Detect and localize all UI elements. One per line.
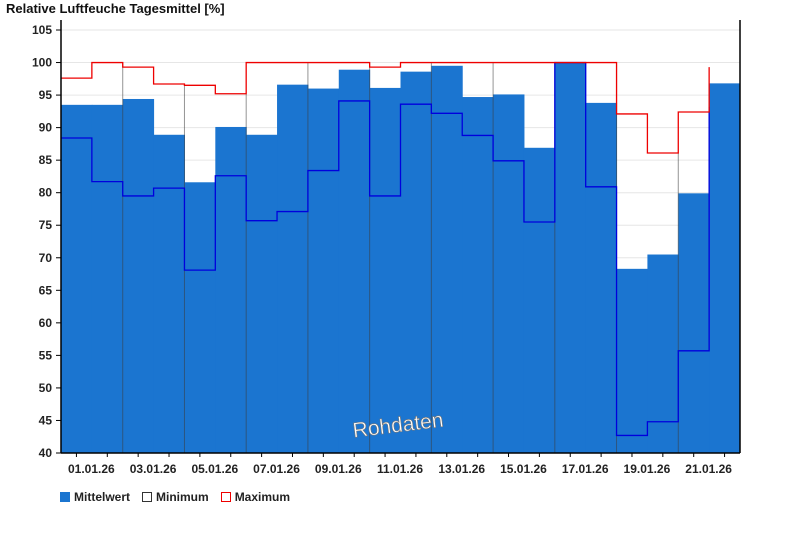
bar-mittelwert [307, 88, 340, 454]
x-tick-label: 15.01.26 [500, 462, 547, 476]
step-line-minimum [61, 61, 710, 437]
y-tick-label: 80 [39, 186, 53, 200]
bar-mittelwert [338, 69, 371, 453]
x-tick-label: 03.01.26 [130, 462, 177, 476]
bar-mittelwert [709, 83, 741, 454]
bar-mittelwert [400, 71, 432, 453]
y-tick-label: 45 [39, 413, 53, 427]
bar-mittelwert [61, 104, 93, 453]
y-tick-label: 100 [32, 56, 52, 70]
bar-mittelwert [523, 147, 556, 453]
bar-mittelwert [369, 87, 401, 454]
y-tick-label: 90 [39, 121, 53, 135]
chart-title: Relative Luftfeuche Tagesmittel [%] [6, 1, 225, 16]
bar-mittelwert [647, 254, 679, 453]
legend: Mittelwert Minimum Maximum [60, 490, 290, 504]
bar-mittelwert [91, 104, 124, 453]
bar-mittelwert [184, 182, 216, 453]
bar-mittelwert [493, 94, 525, 454]
y-tick-label: 40 [39, 446, 53, 460]
x-tick-label: 09.01.26 [315, 462, 362, 476]
y-tick-label: 70 [39, 251, 53, 265]
bar-mittelwert [616, 268, 648, 453]
legend-item-mittelwert: Mittelwert [60, 490, 130, 504]
y-tick-label: 60 [39, 316, 53, 330]
legend-swatch-maximum [220, 492, 231, 502]
bar-mittelwert [554, 62, 587, 454]
bar-mittelwert [462, 97, 494, 453]
legend-item-minimum: Minimum [142, 490, 209, 504]
legend-swatch-mittelwert [60, 492, 70, 502]
x-tick-label: 13.01.26 [438, 462, 485, 476]
y-tick-label: 105 [32, 23, 52, 37]
legend-label: Mittelwert [74, 490, 131, 504]
legend-swatch-minimum [142, 492, 153, 502]
y-tick-label: 75 [39, 218, 53, 232]
x-tick-label: 05.01.26 [191, 462, 238, 476]
y-tick-label: 85 [39, 153, 53, 167]
y-tick-label: 55 [39, 348, 53, 362]
bar-mittelwert [678, 193, 710, 453]
legend-label: Maximum [234, 490, 291, 504]
bar-mittelwert [277, 84, 309, 453]
bar-mittelwert [122, 98, 155, 453]
x-tick-label: 17.01.26 [562, 462, 609, 476]
bar-mittelwert [585, 102, 618, 453]
legend-item-maximum: Maximum [220, 490, 291, 504]
x-tick-label: 21.01.26 [685, 462, 732, 476]
bar-mittelwert [215, 126, 247, 454]
y-tick-label: 50 [39, 381, 53, 395]
bar-mittelwert [431, 65, 463, 454]
step-line-maximum [61, 61, 710, 154]
bar-mittelwert [246, 134, 278, 453]
x-tick-label: 07.01.26 [253, 462, 300, 476]
y-tick-label: 65 [39, 283, 53, 297]
bar-mittelwert [153, 134, 185, 453]
y-tick-label: 95 [39, 88, 53, 102]
x-tick-label: 11.01.26 [377, 462, 423, 476]
x-tick-label: 01.01.26 [68, 462, 115, 476]
x-tick-label: 19.01.26 [624, 462, 671, 476]
legend-label: Minimum [156, 490, 209, 504]
